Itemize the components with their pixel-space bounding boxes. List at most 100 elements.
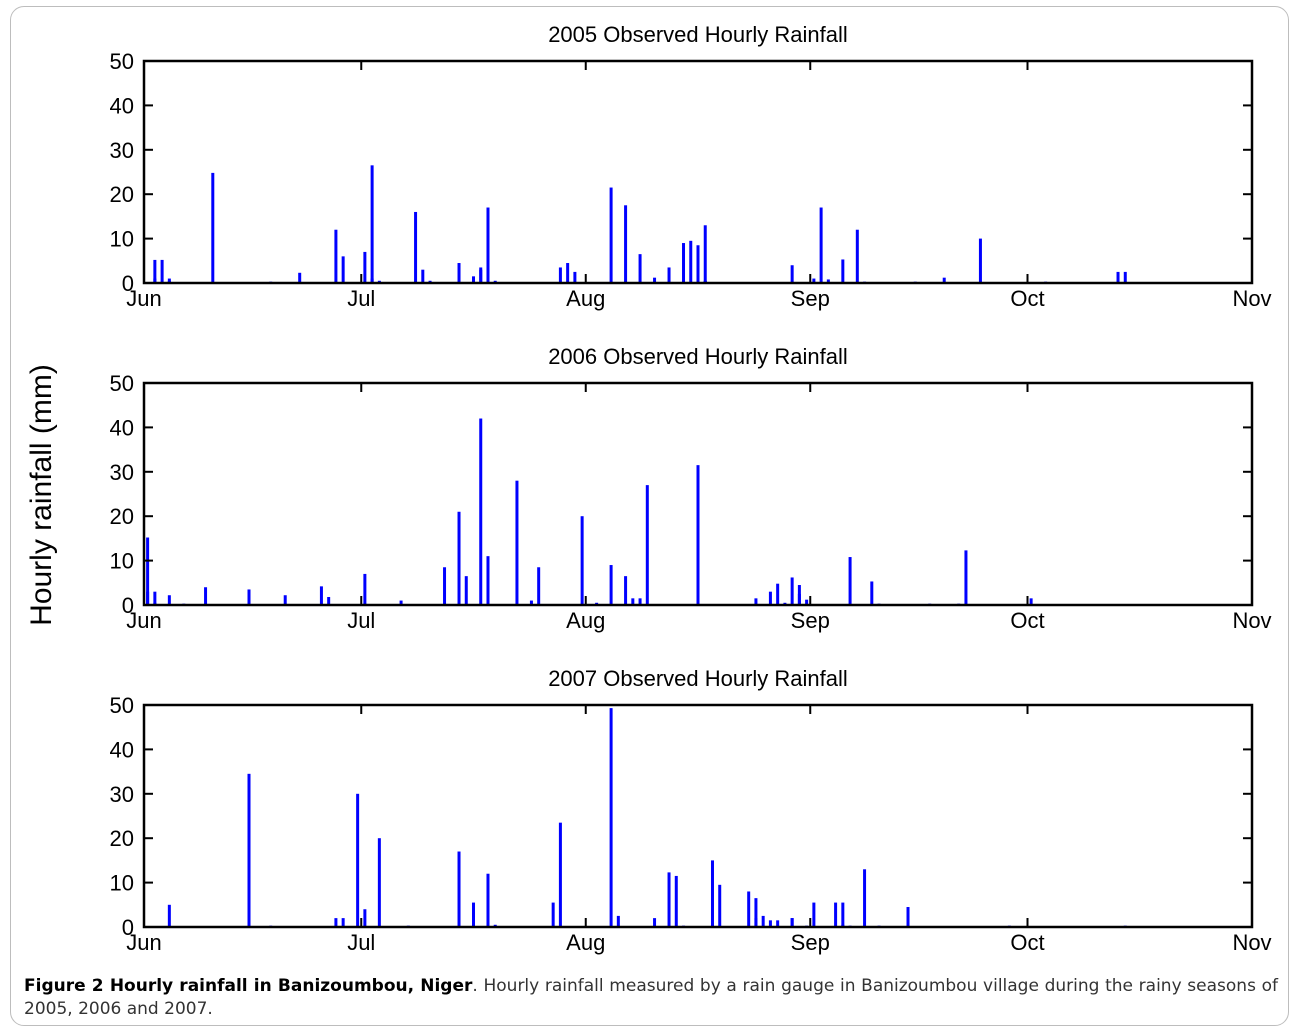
rain-bar — [211, 172, 215, 283]
rain-bar — [298, 272, 302, 283]
rain-bar — [167, 595, 171, 605]
rain-bar — [479, 418, 483, 605]
rain-bar — [160, 259, 164, 283]
rain-bar — [826, 279, 830, 283]
caption-label: Figure 2 Hourly rainfall in Banizoumbou,… — [24, 976, 473, 996]
rain-bar — [573, 271, 577, 283]
plot-frame — [142, 381, 1254, 607]
x-tick-label: Oct — [1010, 608, 1044, 633]
rain-bar — [515, 480, 519, 605]
x-tick-label: Sep — [791, 608, 830, 633]
rain-bar — [457, 263, 461, 283]
rain-bar — [1116, 271, 1120, 283]
rain-bar — [812, 902, 816, 927]
rain-bar — [566, 263, 570, 283]
rain-bar — [399, 600, 403, 605]
rain-bar — [790, 577, 794, 605]
rain-bar — [486, 207, 490, 283]
rain-bar — [638, 598, 642, 605]
rain-bar — [805, 599, 809, 605]
rain-bar — [363, 251, 367, 283]
rain-bar — [747, 891, 751, 927]
x-tick-label: Nov — [1232, 286, 1271, 311]
x-tick-label: Sep — [791, 286, 830, 311]
caption-text: . Hourly rainfall measured by a rain gau… — [24, 976, 1278, 1019]
rain-bar — [834, 902, 838, 927]
x-tick-label: Aug — [566, 930, 605, 955]
rain-bar — [443, 567, 447, 605]
rain-bar — [472, 276, 476, 283]
rain-bar — [942, 277, 946, 283]
figure-caption: Figure 2 Hourly rainfall in Banizoumbou,… — [24, 975, 1278, 1021]
panel-2006: 2006 Observed Hourly Rainfall 0 10 20 30 40 50… — [110, 344, 1272, 633]
rain-bar — [624, 205, 628, 283]
rain-bar — [841, 259, 845, 283]
y-tick-label: 0 — [122, 593, 134, 618]
y-tick-label: 20 — [110, 182, 134, 207]
rain-bar — [754, 918, 758, 927]
rain-bar — [841, 902, 845, 927]
rain-bar — [768, 591, 772, 605]
x-tick-label: Aug — [566, 608, 605, 633]
rain-bar — [768, 920, 772, 927]
y-tick-label: 20 — [110, 504, 134, 529]
rain-bar — [631, 598, 635, 605]
rain-bar — [978, 238, 982, 283]
y-tick-label: 10 — [110, 871, 134, 896]
rain-bar — [616, 915, 620, 927]
x-tick-label: Nov — [1232, 608, 1271, 633]
y-tick-label: 0 — [122, 271, 134, 296]
rain-bar — [457, 511, 461, 605]
rain-bar — [689, 240, 693, 283]
rain-bar — [710, 860, 714, 927]
rain-bar — [1123, 271, 1127, 283]
rain-bar — [696, 465, 700, 605]
rain-bar — [703, 225, 707, 283]
plot-frame — [142, 59, 1254, 285]
rain-bar — [558, 267, 562, 283]
rain-bar — [363, 573, 367, 605]
rain-bar — [653, 277, 657, 283]
figure-frame — [10, 6, 1289, 1026]
y-tick-label: 20 — [110, 826, 134, 851]
rain-bar — [609, 187, 613, 283]
rain-bar — [667, 872, 671, 927]
panel-2007: 2007 Observed Hourly Rainfall 0 10 20 30 40 50… — [110, 666, 1272, 955]
rain-bar — [334, 918, 338, 927]
rain-bar — [146, 591, 150, 605]
rain-bar — [653, 918, 657, 927]
x-tick-label: Nov — [1232, 930, 1271, 955]
x-tick-label: Jun — [126, 608, 161, 633]
rain-bar — [667, 267, 671, 283]
rain-bar — [674, 875, 678, 927]
rain-bar — [529, 600, 533, 605]
rain-bar — [682, 243, 686, 283]
rain-bar — [964, 550, 968, 605]
chart-title: 2005 Observed Hourly Rainfall — [548, 22, 848, 47]
rain-bar — [609, 708, 613, 927]
rain-bar — [870, 581, 874, 605]
rain-bar — [558, 822, 562, 927]
rain-bar — [776, 583, 780, 605]
y-tick-label: 50 — [110, 49, 134, 74]
y-tick-label: 0 — [122, 915, 134, 940]
rain-bar — [370, 165, 374, 283]
rain-bar — [790, 265, 794, 283]
rain-bar — [537, 567, 541, 605]
y-tick-label: 30 — [110, 138, 134, 163]
rain-bar — [790, 918, 794, 927]
rain-bar — [609, 565, 613, 605]
y-tick-label: 40 — [110, 415, 134, 440]
x-tick-label: Jun — [126, 286, 161, 311]
rain-bar — [341, 918, 345, 927]
rain-bar — [819, 207, 823, 283]
rain-bar — [696, 245, 700, 283]
chart-title: 2006 Observed Hourly Rainfall — [548, 344, 848, 369]
x-tick-label: Oct — [1010, 930, 1044, 955]
rain-bar — [486, 556, 490, 605]
rain-bar — [797, 593, 801, 605]
rain-bar — [283, 595, 287, 605]
rain-bar — [754, 898, 758, 927]
rain-bar — [334, 229, 338, 283]
